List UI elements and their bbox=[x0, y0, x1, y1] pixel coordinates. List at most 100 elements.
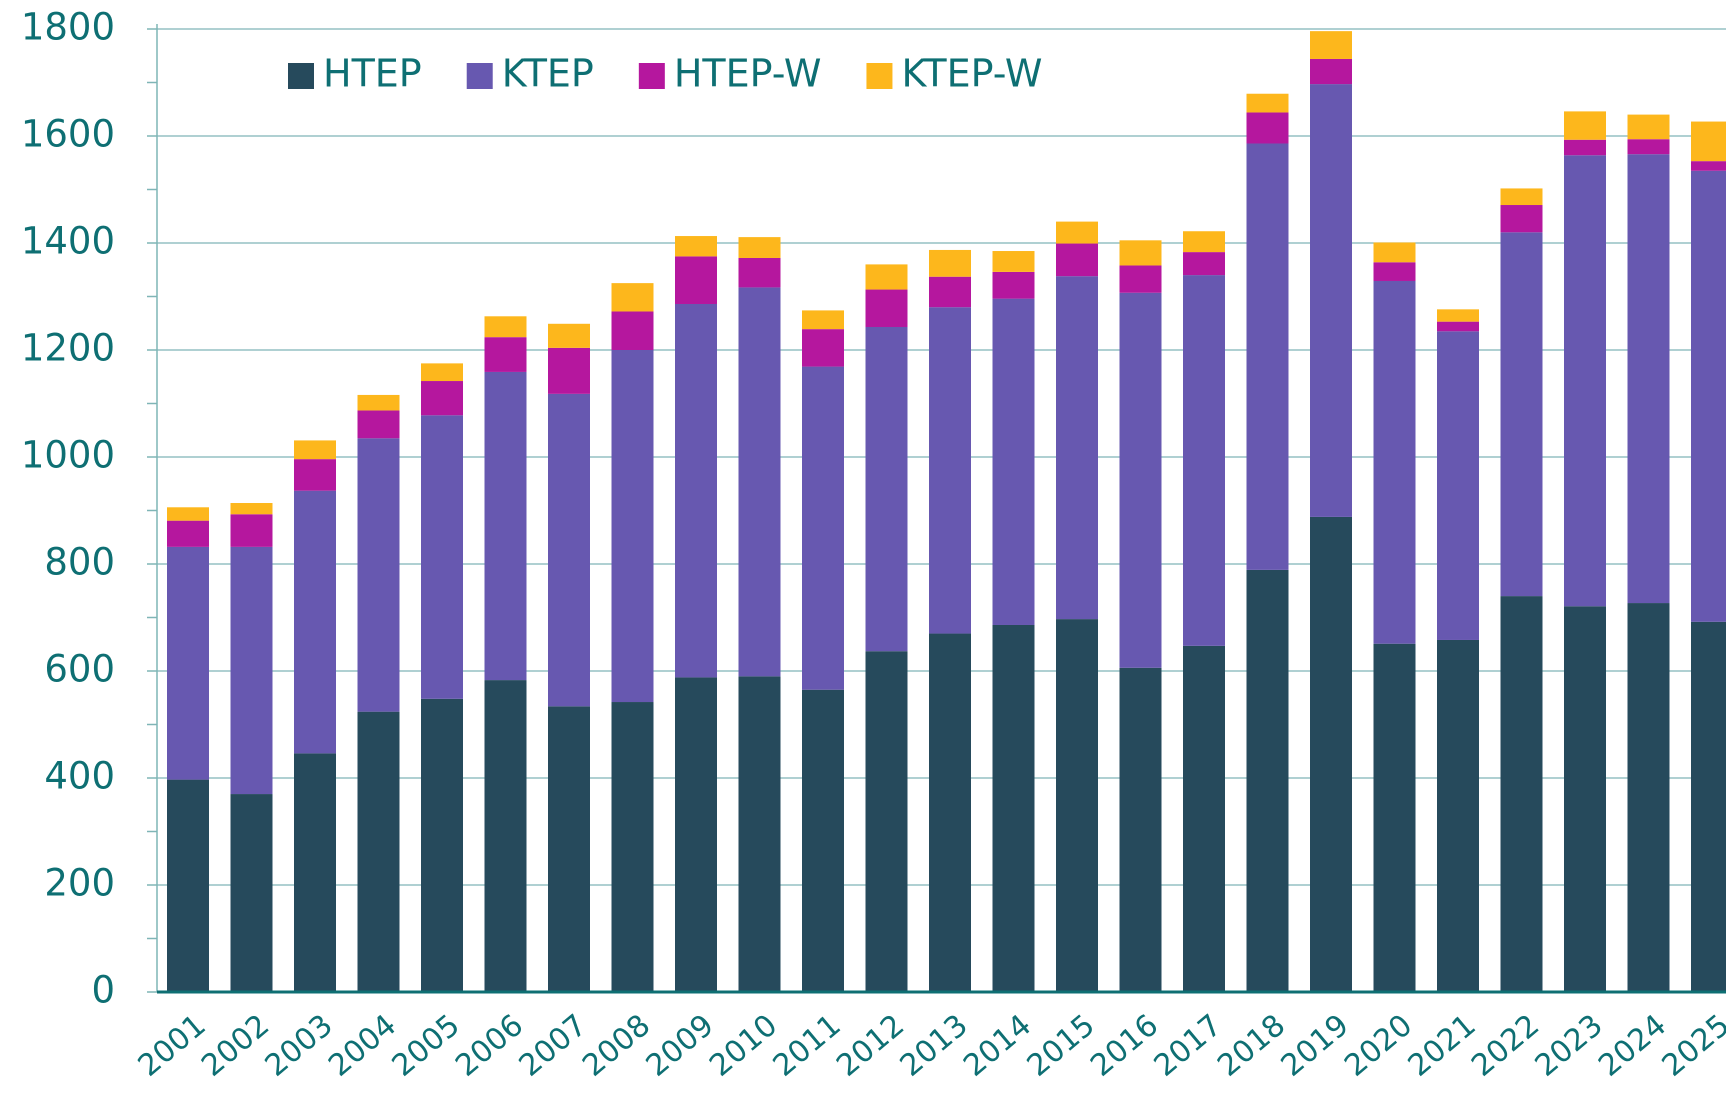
bar-segment bbox=[929, 633, 971, 992]
bar-segment bbox=[1500, 205, 1543, 233]
bar-segment bbox=[865, 289, 908, 327]
y-tick-label: 200 bbox=[44, 862, 115, 905]
bar-segment bbox=[1056, 619, 1098, 992]
x-tick-label: 2002 bbox=[195, 1008, 276, 1084]
bar-segment bbox=[484, 371, 527, 681]
legend-swatch bbox=[466, 63, 493, 89]
bar-segment bbox=[1310, 31, 1352, 59]
bar-segment bbox=[611, 350, 654, 703]
bar-segment bbox=[484, 680, 527, 992]
bar-segment bbox=[1500, 596, 1543, 992]
bar-segment bbox=[675, 256, 717, 304]
bar-segment bbox=[675, 236, 717, 257]
bar-segment bbox=[1310, 58, 1352, 85]
bar-segment bbox=[1627, 114, 1670, 140]
x-tick-label: 2011 bbox=[767, 1008, 848, 1084]
bar-segment bbox=[1373, 643, 1416, 992]
x-tick-label: 2025 bbox=[1656, 1008, 1726, 1084]
bar-segment bbox=[167, 546, 209, 780]
bar-segment bbox=[484, 316, 527, 338]
x-tick-label: 2006 bbox=[449, 1008, 530, 1084]
y-tick-label: 800 bbox=[44, 541, 115, 584]
bar-segment bbox=[865, 264, 908, 290]
bar-segment bbox=[992, 624, 1035, 992]
bar-segment bbox=[1564, 155, 1606, 607]
x-tick-label: 2020 bbox=[1338, 1008, 1419, 1084]
x-tick-label: 2022 bbox=[1465, 1008, 1546, 1084]
bar-segment bbox=[421, 381, 463, 416]
bar-segment bbox=[1246, 143, 1289, 570]
y-tick-label: 1400 bbox=[21, 220, 115, 263]
x-tick-label: 2008 bbox=[576, 1008, 657, 1084]
x-tick-label: 2001 bbox=[132, 1008, 213, 1084]
bar-segment bbox=[802, 329, 844, 367]
bar-segment bbox=[1246, 112, 1289, 144]
bar-segment bbox=[1056, 221, 1098, 244]
bar-segment bbox=[357, 394, 400, 411]
x-tick-label: 2016 bbox=[1084, 1008, 1165, 1084]
bar-segment bbox=[1056, 243, 1098, 277]
bar-segment bbox=[1183, 275, 1225, 646]
y-tick-label: 1200 bbox=[21, 327, 115, 370]
legend-label: KTEP-W bbox=[901, 52, 1042, 96]
bar-segment bbox=[1056, 276, 1098, 620]
bar-segment bbox=[1437, 331, 1479, 640]
x-tick-label: 2018 bbox=[1211, 1008, 1292, 1084]
bar-segment bbox=[1183, 231, 1225, 253]
bar-segment bbox=[1119, 265, 1162, 293]
bar-segment bbox=[675, 303, 717, 678]
x-tick-label: 2005 bbox=[386, 1008, 467, 1084]
bar-segment bbox=[421, 363, 463, 382]
x-tick-label: 2021 bbox=[1402, 1008, 1483, 1084]
legend-swatch bbox=[638, 63, 665, 89]
x-tick-label: 2004 bbox=[322, 1008, 403, 1084]
x-tick-label: 2024 bbox=[1592, 1008, 1673, 1084]
bar-segment bbox=[1119, 292, 1162, 668]
bar-segment bbox=[865, 326, 908, 652]
bar-segment bbox=[611, 311, 654, 350]
bar-segment bbox=[1564, 606, 1606, 992]
y-tick-label: 400 bbox=[44, 755, 115, 798]
legend-label: KTEP bbox=[502, 52, 594, 96]
legend-swatch bbox=[866, 63, 893, 89]
bar-segment bbox=[738, 287, 781, 677]
bar-segment bbox=[1310, 84, 1352, 517]
bar-segment bbox=[992, 251, 1035, 272]
bar-segment bbox=[992, 298, 1035, 625]
bar-segment bbox=[548, 347, 590, 394]
x-tick-label: 2009 bbox=[640, 1008, 721, 1084]
bar-segment bbox=[1691, 621, 1726, 992]
bar-segment bbox=[611, 283, 654, 312]
x-tick-label: 2012 bbox=[830, 1008, 911, 1084]
bar-segment bbox=[929, 249, 971, 277]
bar-segment bbox=[865, 651, 908, 992]
bar-segment bbox=[1437, 639, 1479, 992]
x-tick-label: 2013 bbox=[894, 1008, 975, 1084]
bar-segment bbox=[1564, 139, 1606, 156]
bar-segment bbox=[548, 393, 590, 707]
bar-segment bbox=[802, 366, 844, 690]
y-tick-label: 1800 bbox=[21, 6, 115, 49]
bar-segment bbox=[675, 677, 717, 992]
x-tick-label: 2014 bbox=[957, 1008, 1038, 1084]
bar-segment bbox=[357, 438, 400, 712]
bar-segment bbox=[294, 490, 336, 754]
bar-segment bbox=[611, 702, 654, 992]
bar-segment bbox=[230, 514, 273, 547]
bar-segment bbox=[1183, 645, 1225, 992]
x-tick-label: 2015 bbox=[1021, 1008, 1102, 1084]
bar-segment bbox=[167, 520, 209, 547]
bar-segment bbox=[548, 323, 590, 348]
legend-swatch bbox=[288, 63, 314, 89]
bar-segment bbox=[484, 337, 527, 372]
bar-segment bbox=[802, 689, 844, 992]
bar-segment bbox=[1627, 603, 1670, 992]
bar-segment bbox=[1310, 516, 1352, 992]
x-tick-label: 2010 bbox=[703, 1008, 784, 1084]
y-tick-label: 600 bbox=[44, 648, 115, 691]
legend-label: HTEP bbox=[323, 52, 422, 96]
bar-segment bbox=[1500, 232, 1543, 597]
bar-segment bbox=[294, 459, 336, 491]
bar-segment bbox=[1373, 262, 1416, 281]
